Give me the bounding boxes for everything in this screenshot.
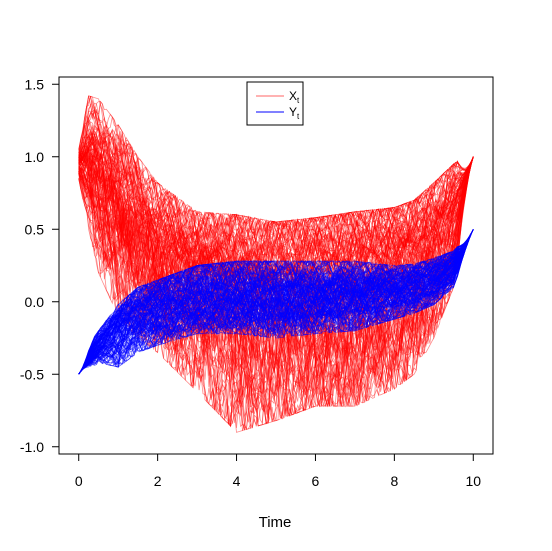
x-path xyxy=(78,156,474,420)
y-path xyxy=(78,229,474,375)
y-path xyxy=(78,229,474,375)
y-path xyxy=(78,229,474,375)
x-path xyxy=(78,108,474,283)
y-path xyxy=(78,229,474,375)
y-tick-label: 1.5 xyxy=(25,76,45,92)
x-path xyxy=(78,95,474,422)
x-path xyxy=(78,156,474,321)
x-tick-label: 4 xyxy=(233,473,241,489)
x-path xyxy=(78,156,474,433)
x-path xyxy=(78,156,474,356)
x-path xyxy=(78,156,474,331)
x-axis: 0 2 4 6 8 10 xyxy=(75,453,481,489)
y-tick-label: 0.0 xyxy=(25,294,45,310)
x-path xyxy=(78,138,474,282)
x-path xyxy=(78,140,474,394)
x-path xyxy=(78,134,474,319)
legend-label-subscript: t xyxy=(297,112,300,121)
y-tick-label: 1.0 xyxy=(25,149,45,165)
y-path xyxy=(78,229,474,375)
x-path xyxy=(78,156,474,324)
x-path xyxy=(78,130,474,425)
paths-layer xyxy=(78,95,474,433)
x-path xyxy=(78,156,474,288)
x-path xyxy=(78,102,474,340)
x-path xyxy=(78,116,474,299)
x-path xyxy=(78,109,474,348)
x-path xyxy=(78,137,474,364)
x-path xyxy=(78,156,474,333)
x-path xyxy=(78,146,474,430)
x-path xyxy=(78,156,474,430)
x-path xyxy=(78,156,474,429)
x-tick-label: 10 xyxy=(465,473,481,489)
x-path xyxy=(78,156,474,320)
x-path xyxy=(78,154,474,417)
y-tick-label: -1.0 xyxy=(20,439,44,455)
legend-label-subscript: t xyxy=(297,96,300,105)
x-tick-label: 0 xyxy=(75,473,83,489)
x-path xyxy=(78,156,474,271)
y-path xyxy=(78,229,474,375)
x-path xyxy=(78,126,474,303)
y-path xyxy=(78,229,474,375)
x-tick-label: 2 xyxy=(154,473,162,489)
x-path xyxy=(78,96,474,424)
x-path xyxy=(78,148,474,418)
legend-label: Y xyxy=(289,105,297,119)
x-axis-title: Time xyxy=(259,514,292,531)
x-path xyxy=(78,147,474,368)
legend-box xyxy=(246,81,304,126)
y-axis: -1.0 -0.5 0.0 0.5 1.0 1.5 xyxy=(20,76,60,455)
x-path xyxy=(78,95,474,407)
legend-label: X xyxy=(289,89,297,103)
x-path xyxy=(78,103,474,295)
x-path xyxy=(78,129,474,419)
x-path xyxy=(78,127,474,342)
x-path xyxy=(78,156,474,413)
x-path xyxy=(78,156,474,353)
series-y-paths xyxy=(78,229,474,375)
x-path xyxy=(78,156,474,368)
x-path xyxy=(78,95,474,273)
x-tick-label: 8 xyxy=(390,473,398,489)
x-path xyxy=(78,156,474,432)
y-tick-label: -0.5 xyxy=(20,366,44,382)
x-path xyxy=(78,145,474,413)
x-path xyxy=(78,147,474,333)
x-path xyxy=(78,124,474,259)
y-tick-label: 0.5 xyxy=(25,221,45,237)
x-path xyxy=(78,146,474,279)
x-path xyxy=(78,119,474,424)
x-path xyxy=(78,134,474,284)
x-path xyxy=(78,156,474,400)
x-tick-label: 6 xyxy=(312,473,320,489)
y-path xyxy=(78,229,474,375)
x-path xyxy=(78,136,474,390)
x-path xyxy=(78,131,474,359)
